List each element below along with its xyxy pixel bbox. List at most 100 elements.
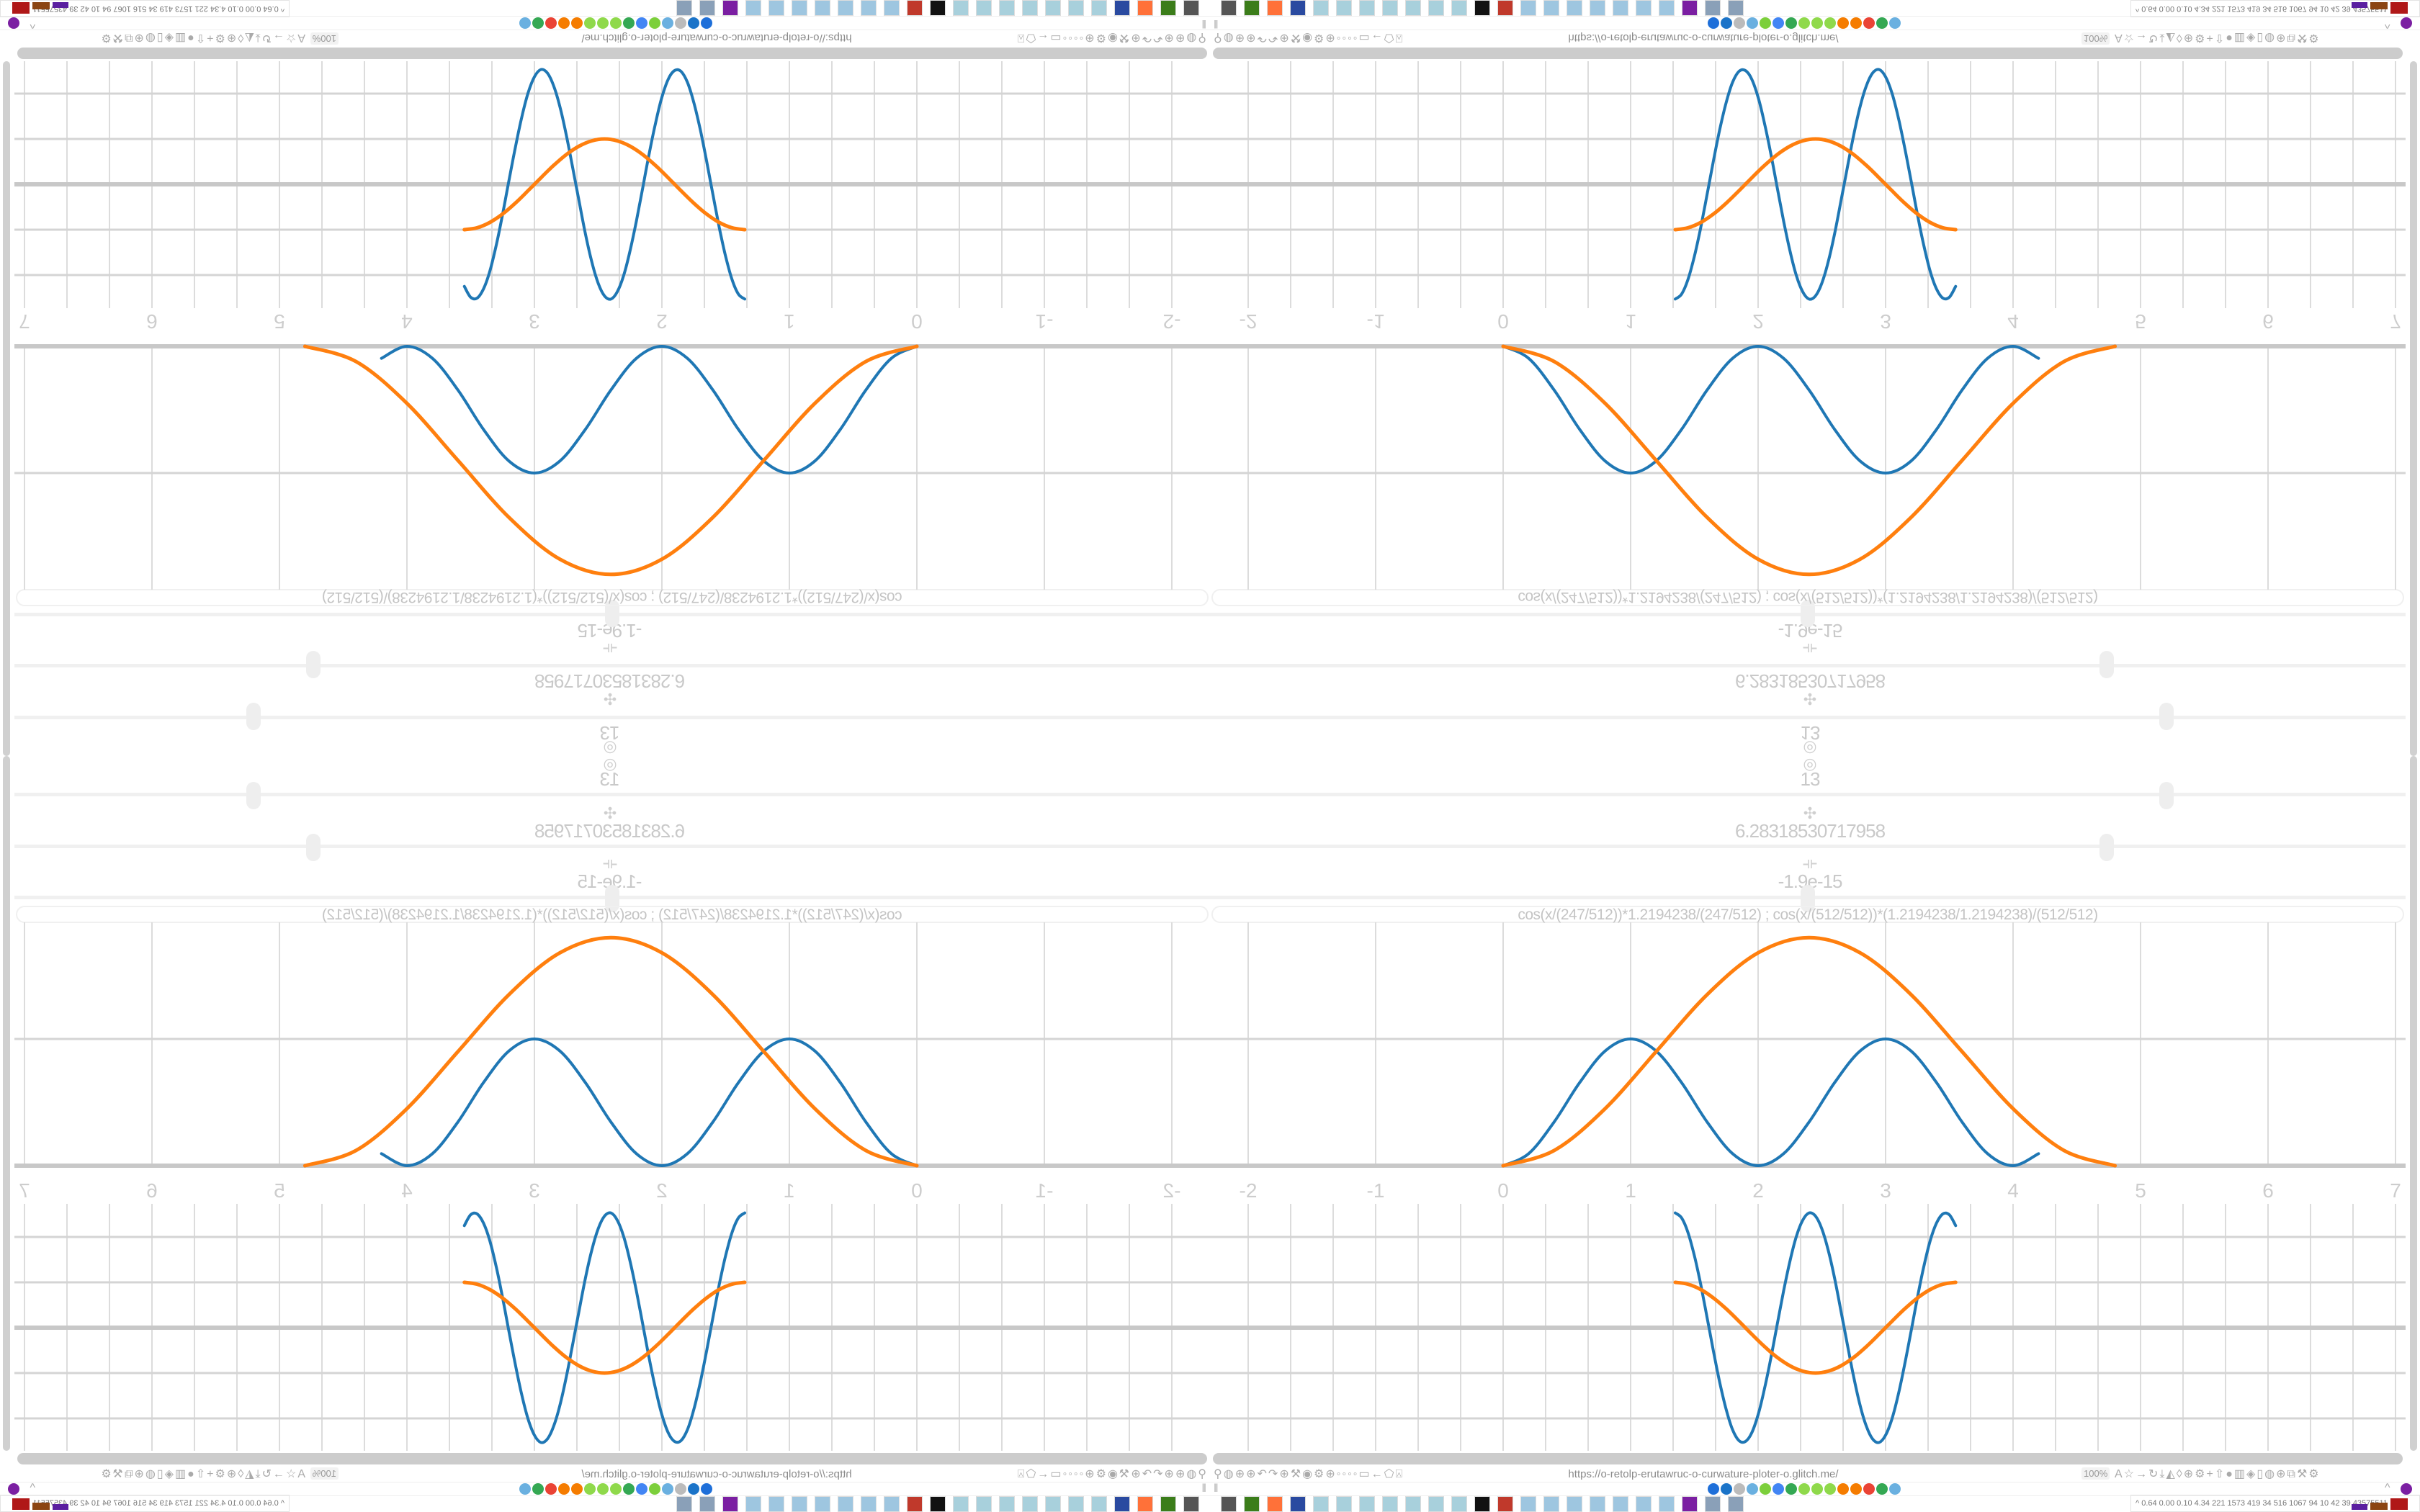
globe-icon[interactable]: ⊕ <box>2183 1468 2194 1480</box>
google-icon[interactable] <box>1785 17 1797 29</box>
document-icon[interactable] <box>699 1495 715 1512</box>
vertical-scrollbar[interactable] <box>2410 756 2417 1451</box>
wrench-icon[interactable]: ⚒ <box>2296 32 2308 44</box>
circle-icon[interactable]: ◦ <box>1062 32 1067 44</box>
globe-icon[interactable]: ⊕ <box>1131 1468 1141 1480</box>
bird-icon[interactable] <box>688 17 699 29</box>
phone-icon[interactable] <box>1590 0 1605 17</box>
vertical-scrollbar[interactable] <box>2410 61 2417 756</box>
save-icon[interactable] <box>1290 1495 1306 1512</box>
globe-icon[interactable]: ⊕ <box>226 32 237 44</box>
google-icon[interactable] <box>1876 17 1888 29</box>
chevron-up-icon[interactable]: ^ <box>278 1499 284 1508</box>
google-green-icon[interactable] <box>1798 1483 1810 1495</box>
horizontal-scrollbar[interactable] <box>17 48 1207 59</box>
settings-icon[interactable]: ⚙ <box>2308 1468 2319 1480</box>
globe-icon[interactable]: ⊕ <box>1234 1468 1245 1480</box>
window-icon[interactable] <box>1068 1495 1084 1512</box>
folder-icon[interactable]: ▭ <box>1050 32 1062 44</box>
window-icon[interactable] <box>976 1495 992 1512</box>
lock-icon[interactable]: ⍓ <box>1017 1468 1025 1480</box>
globe-icon[interactable]: ⊕ <box>1164 32 1174 44</box>
google-green-icon[interactable] <box>1811 1483 1823 1495</box>
app-green-icon[interactable] <box>1160 0 1176 17</box>
bookmark-icon[interactable]: ◊ <box>2176 32 2182 44</box>
window-icon[interactable] <box>976 0 992 17</box>
chevron-up-icon[interactable]: ^ <box>2136 1499 2142 1508</box>
google-icon[interactable] <box>532 17 544 29</box>
app-purple-icon[interactable] <box>722 0 738 17</box>
firefox-icon[interactable] <box>1137 1495 1153 1512</box>
record-icon[interactable]: ● <box>2226 32 2233 44</box>
circle-icon[interactable]: ◦ <box>1342 1468 1347 1480</box>
app-red-icon[interactable] <box>1497 0 1513 17</box>
translate-icon[interactable]: A <box>2115 1468 2123 1480</box>
record-icon[interactable]: ● <box>187 1468 194 1480</box>
bookmark-icon[interactable]: ◊ <box>2176 1468 2182 1480</box>
window-icon[interactable] <box>1382 0 1398 17</box>
horizontal-scrollbar[interactable] <box>17 1453 1207 1464</box>
inkscape-icon[interactable] <box>930 0 946 17</box>
globe-icon[interactable]: ⊕ <box>2276 32 2286 44</box>
window-icon[interactable] <box>1428 1495 1444 1512</box>
mail-icon[interactable] <box>701 1483 712 1495</box>
drag-handle-icon[interactable]: ‖ <box>1201 1482 1206 1495</box>
document-icon[interactable] <box>1705 1495 1721 1512</box>
wrench-icon[interactable]: ⚒ <box>1290 32 1301 44</box>
gear-orange-icon[interactable] <box>1837 17 1849 29</box>
google-green-icon[interactable] <box>597 1483 609 1495</box>
mail-icon[interactable] <box>701 17 712 29</box>
upload-icon[interactable]: ⇧ <box>195 32 206 44</box>
globe-icon[interactable]: ⊕ <box>1164 1468 1174 1480</box>
slider-track[interactable] <box>1210 885 2406 912</box>
chevron-up-icon[interactable]: ^ <box>30 18 35 30</box>
reload-icon[interactable]: ↻ <box>2148 32 2159 44</box>
upload-icon[interactable]: ⇧ <box>2214 1468 2225 1480</box>
folder-icon[interactable]: ▭ <box>1358 32 1370 44</box>
plus-icon[interactable]: + <box>207 32 214 44</box>
zoom-level[interactable]: 100% <box>310 32 339 45</box>
circle-icon[interactable]: ◦ <box>1079 32 1084 44</box>
rocket-icon[interactable]: ⚲ <box>1214 32 1222 44</box>
bookmark-icon[interactable]: ◊ <box>238 32 244 44</box>
lock-icon[interactable]: ⍓ <box>1395 32 1403 44</box>
download-icon[interactable]: ⤓ <box>255 1468 261 1480</box>
phone-icon[interactable] <box>815 0 830 17</box>
window-icon[interactable] <box>1359 0 1375 17</box>
slider-thumb[interactable] <box>1801 885 1815 912</box>
google-green-icon[interactable] <box>1824 17 1836 29</box>
trash-icon[interactable]: ▥ <box>2233 1468 2246 1480</box>
slider-track[interactable] <box>1210 834 2406 861</box>
window-icon[interactable] <box>1045 0 1061 17</box>
wrench-icon[interactable]: ⚒ <box>112 32 124 44</box>
phone-icon[interactable] <box>838 1495 853 1512</box>
save-icon[interactable] <box>1114 0 1130 17</box>
chevron-up-icon[interactable]: ^ <box>30 1482 35 1494</box>
wrench-icon[interactable]: ⚒ <box>2296 1468 2308 1480</box>
phone-icon[interactable] <box>861 0 877 17</box>
page-icon[interactable]: ▯ <box>2257 32 2264 44</box>
tag-icon[interactable]: ⬠ <box>1026 32 1036 44</box>
app-purple-icon[interactable] <box>1682 0 1698 17</box>
wrench-icon[interactable]: ⚒ <box>1119 1468 1130 1480</box>
redo-icon[interactable]: ↷ <box>1268 32 1278 44</box>
phone-icon[interactable] <box>1636 1495 1652 1512</box>
window-icon[interactable] <box>1022 1495 1038 1512</box>
extension-icon[interactable]: ◍ <box>2264 32 2275 44</box>
document-icon[interactable] <box>1728 1495 1744 1512</box>
terminal-icon[interactable] <box>1183 0 1199 17</box>
phone-icon[interactable] <box>1613 0 1628 17</box>
translate-icon[interactable]: A <box>297 32 305 44</box>
phone-icon[interactable] <box>1567 0 1582 17</box>
phone-icon[interactable] <box>1520 1495 1536 1512</box>
globe-icon[interactable]: ⊕ <box>1279 1468 1289 1480</box>
pattern-icon[interactable] <box>1889 17 1901 29</box>
firefox-icon[interactable] <box>1267 1495 1283 1512</box>
phone-icon[interactable] <box>1520 0 1536 17</box>
globe-icon[interactable]: ⊕ <box>1234 32 1245 44</box>
color-icon[interactable]: ◭ <box>2166 1468 2175 1480</box>
chevron-up-icon[interactable]: ^ <box>278 4 284 13</box>
phone-icon[interactable] <box>838 0 853 17</box>
phone-icon[interactable] <box>1659 0 1675 17</box>
google-icon[interactable] <box>1785 1483 1797 1495</box>
